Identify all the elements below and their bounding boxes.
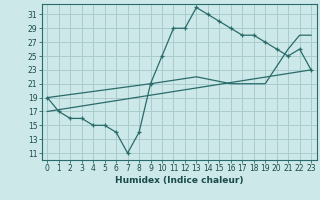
X-axis label: Humidex (Indice chaleur): Humidex (Indice chaleur) [115, 176, 244, 185]
